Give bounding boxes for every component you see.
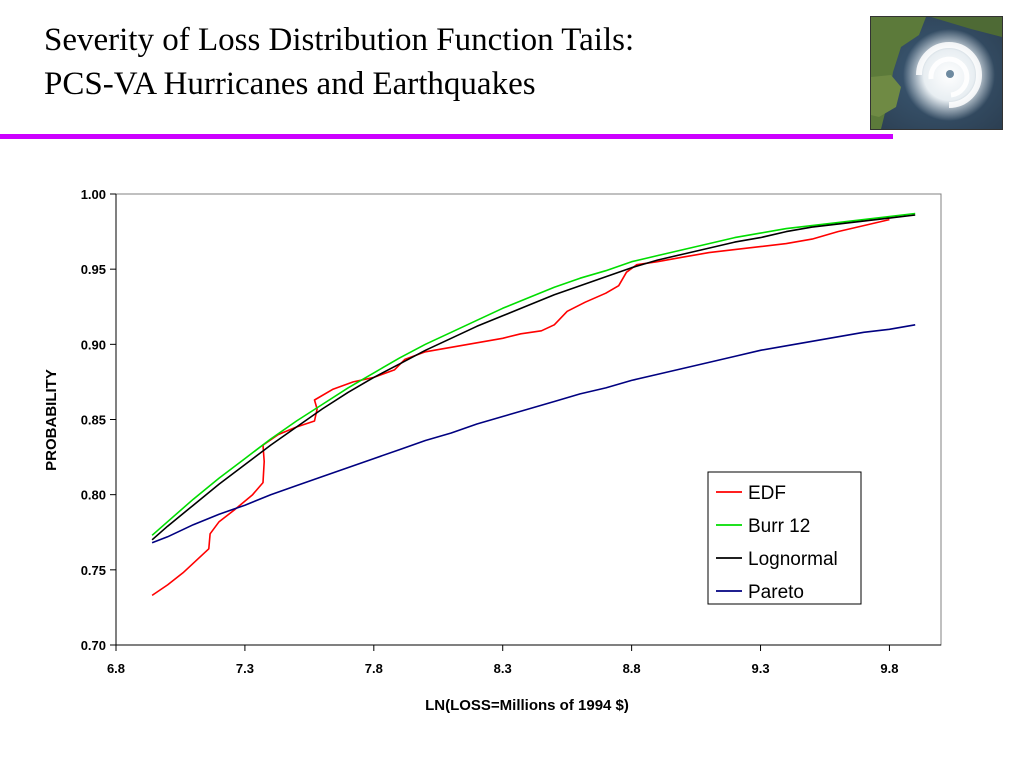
- y-tick-label: 0.70: [81, 638, 106, 653]
- legend-box: [707, 471, 862, 605]
- x-tick-label: 8.3: [494, 661, 512, 676]
- x-tick-label: 9.3: [751, 661, 769, 676]
- y-tick-label: 1.00: [81, 187, 106, 202]
- legend-label-pareto: Pareto: [748, 582, 804, 603]
- chart-legend: EDF Burr 12 Lognormal Pareto: [707, 471, 862, 605]
- series-line-edf: [151, 218, 890, 597]
- slide-title-line-2: PCS-VA Hurricanes and Earthquakes: [44, 66, 536, 102]
- slide-title: Severity of Loss Distribution Function T…: [44, 18, 844, 106]
- series-line-lognormal: [151, 214, 916, 541]
- title-divider: [0, 134, 893, 139]
- slide-title-line-1: Severity of Loss Distribution Function T…: [44, 22, 635, 58]
- x-tick-label: 8.8: [623, 661, 641, 676]
- series-line-burr-12: [151, 212, 916, 536]
- series-line-pareto: [151, 324, 916, 544]
- hurricane-satellite-image: [870, 16, 1003, 130]
- x-tick-label: 6.8: [107, 661, 125, 676]
- y-tick-label: 0.80: [81, 488, 106, 503]
- x-axis-title: LN(LOSS=Millions of 1994 $): [425, 697, 629, 714]
- x-tick-label: 7.8: [365, 661, 383, 676]
- y-tick-label: 0.75: [81, 563, 106, 578]
- legend-label-edf: EDF: [748, 483, 786, 504]
- x-tick-label: 7.3: [236, 661, 254, 676]
- y-tick-label: 0.95: [81, 262, 106, 277]
- legend-label-lognormal: Lognormal: [748, 549, 838, 570]
- y-axis-title: PROBABILITY: [43, 369, 60, 471]
- y-tick-label: 0.90: [81, 337, 106, 352]
- y-tick-label: 0.85: [81, 413, 106, 428]
- x-tick-label: 9.8: [880, 661, 898, 676]
- legend-label-burr-12: Burr 12: [748, 516, 810, 537]
